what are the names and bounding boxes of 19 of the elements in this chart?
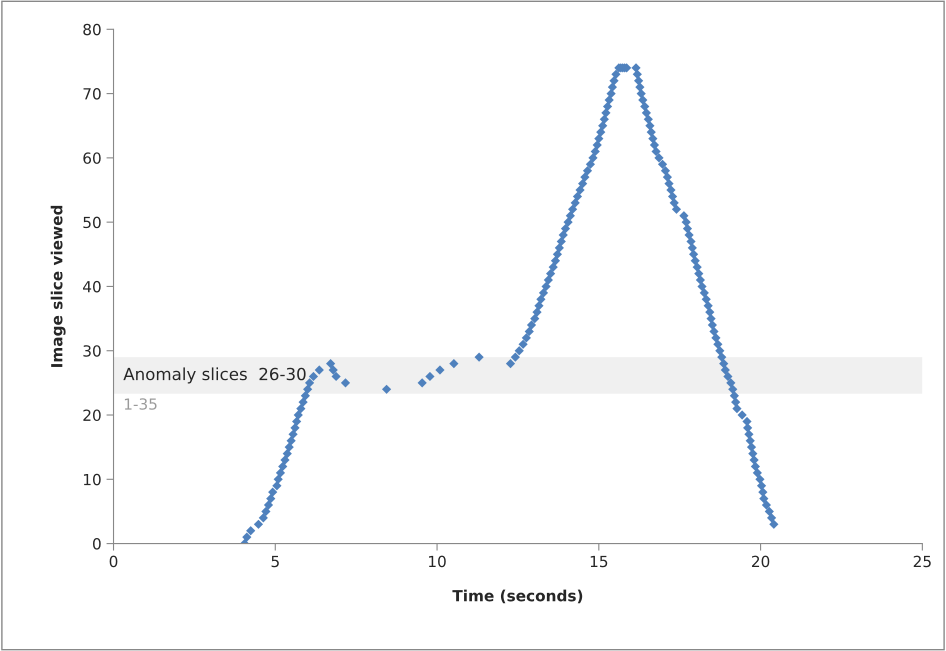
x-tick-label: 10 [429,556,446,568]
annotation: 1-35 [124,398,157,410]
band-label: Anomaly slices 26-30 [123,367,306,384]
y-tick-label: 20 [83,409,101,422]
y-tick-label: 50 [83,216,101,228]
y-tick-label: 60 [83,152,101,164]
y-tick-label: 0 [93,538,101,550]
x-tick-label: 15 [590,556,608,568]
y-axis-title: Image slice viewed [50,206,66,367]
y-tick-label: 40 [83,280,101,292]
x-axis-title: Time (seconds) [452,590,582,604]
x-tick-label: 25 [914,556,931,568]
x-tick-label: 20 [752,556,770,568]
x-tick-label: 5 [272,556,279,568]
y-tick-label: 80 [83,24,101,36]
y-tick-label: 30 [83,345,101,357]
x-tick-label: 0 [110,556,118,568]
y-tick-label: 70 [84,88,101,100]
y-tick-label: 10 [84,474,101,486]
